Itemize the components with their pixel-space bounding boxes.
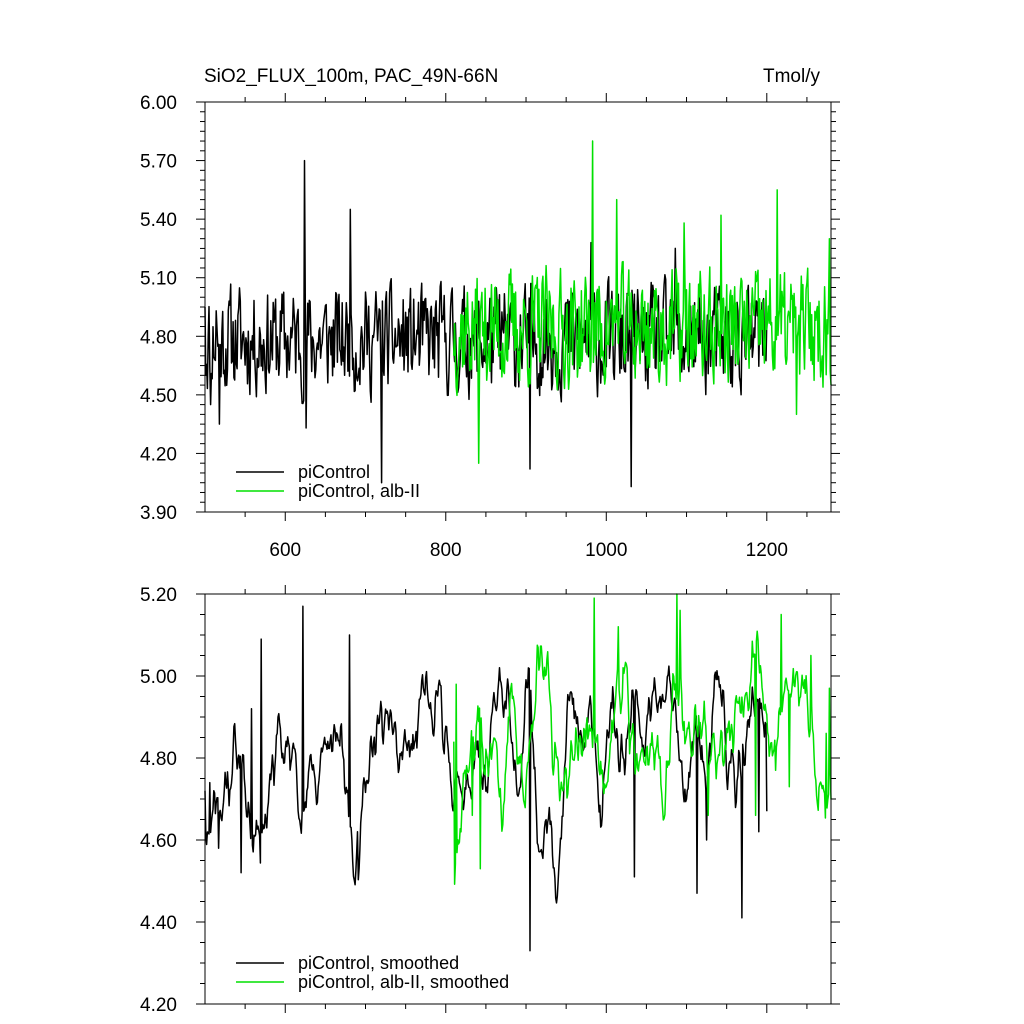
y-tick-label: 4.50 bbox=[140, 386, 177, 407]
top-plot-frame bbox=[204, 101, 832, 513]
top-chart-title: SiO2_FLUX_100m, PAC_49N-66N bbox=[204, 66, 498, 87]
legend-label-alb-ii-smoothed: piControl, alb-II, smoothed bbox=[298, 972, 509, 992]
bottom-plot-frame bbox=[204, 593, 832, 1005]
y-tick-label: 4.20 bbox=[140, 444, 177, 465]
series-line-0-1 bbox=[453, 140, 832, 464]
y-tick-label: 3.90 bbox=[140, 503, 177, 524]
legend-label-picontrol: piControl bbox=[298, 462, 370, 482]
y-tick-label: 4.20 bbox=[140, 995, 177, 1016]
bottom-panel: 4.20 4.40 4.60 4.80 5.00 5.20 piControl, smoo… bbox=[140, 585, 840, 1016]
bottom-legend: piControl, smoothed piControl, alb-II, s… bbox=[236, 953, 509, 992]
top-series-group bbox=[204, 140, 832, 488]
bottom-axes: 4.20 4.40 4.60 4.80 5.00 5.20 bbox=[140, 585, 840, 1016]
y-tick-label: 4.80 bbox=[140, 749, 177, 770]
x-tick-label: 600 bbox=[269, 540, 301, 561]
top-chart-units: Tmol/y bbox=[763, 66, 821, 87]
y-tick-label: 4.60 bbox=[140, 831, 177, 852]
bottom-series-group bbox=[204, 593, 832, 952]
legend-label-picontrol-smoothed: piControl, smoothed bbox=[298, 953, 459, 973]
legend-label-alb-ii: piControl, alb-II bbox=[298, 481, 420, 501]
y-tick-label: 4.40 bbox=[140, 913, 177, 934]
top-legend: piControl piControl, alb-II bbox=[236, 462, 420, 501]
y-tick-label: 5.20 bbox=[140, 585, 177, 606]
y-tick-label: 5.10 bbox=[140, 269, 177, 290]
y-tick-label: 6.00 bbox=[140, 93, 177, 114]
series-line-1-0 bbox=[204, 605, 768, 952]
x-tick-label: 1200 bbox=[746, 540, 788, 561]
x-tick-label: 1000 bbox=[585, 540, 627, 561]
y-tick-label: 5.00 bbox=[140, 667, 177, 688]
y-tick-label: 5.70 bbox=[140, 152, 177, 173]
top-panel: SiO2_FLUX_100m, PAC_49N-66N Tmol/y 3.90 4… bbox=[140, 66, 840, 561]
top-axes: 3.90 4.20 4.50 4.80 5.10 5.40 5.70 6.00 600 800 10… bbox=[140, 93, 840, 561]
series-line-1-1 bbox=[453, 593, 832, 885]
x-tick-label: 800 bbox=[430, 540, 462, 561]
y-tick-label: 4.80 bbox=[140, 327, 177, 348]
y-tick-label: 5.40 bbox=[140, 210, 177, 231]
